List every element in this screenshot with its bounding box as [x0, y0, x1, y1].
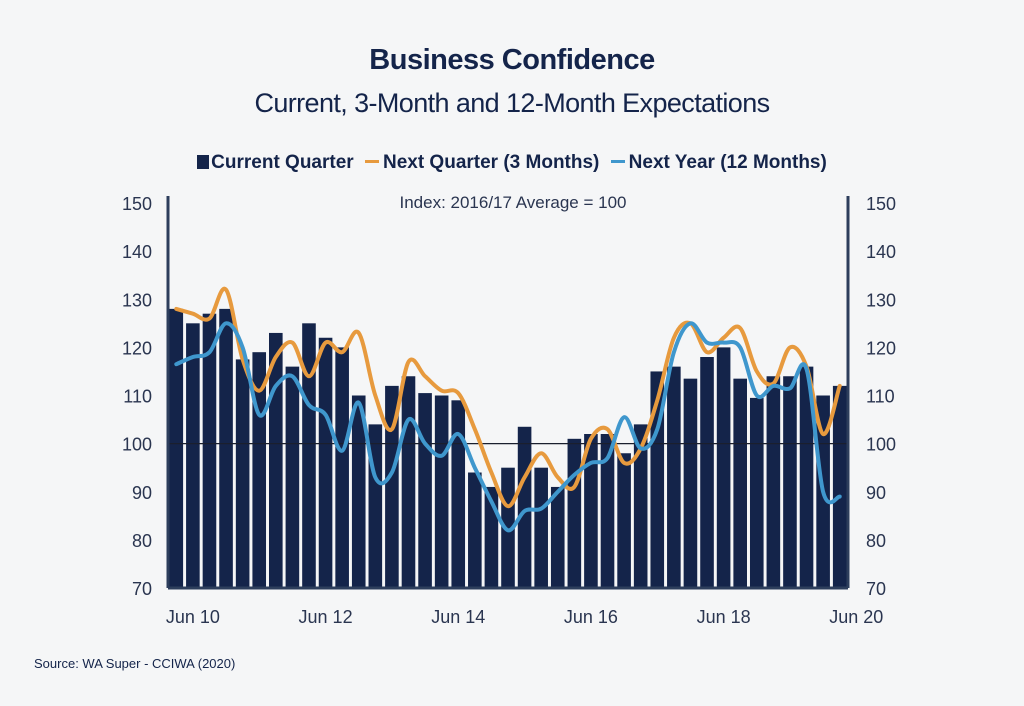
axes-layer: 70 70 80 80 90 90 100 100 110 110 120 120 130 130 140 1…: [122, 194, 896, 627]
bar-current-quarter: [633, 424, 648, 588]
index-annotation: Index: 2016/17 Average = 100: [399, 193, 626, 212]
bar-current-quarter: [235, 359, 250, 588]
bar-current-quarter: [318, 337, 333, 588]
chart-subtitle: Current, 3-Month and 12-Month Expectatio…: [254, 88, 770, 118]
bar-current-quarter: [716, 347, 731, 588]
bar-current-quarter: [186, 323, 200, 588]
bar-current-quarter: [567, 438, 582, 588]
bar-current-quarter: [385, 385, 399, 588]
bars-layer: [169, 308, 847, 588]
legend-item-next-year: Next Year (12 Months): [610, 152, 827, 174]
bar-current-quarter: [683, 378, 698, 588]
y-tick-label-right: 80: [866, 531, 886, 551]
bar-current-quarter: [418, 393, 432, 588]
bar-current-quarter: [335, 347, 349, 588]
y-tick-label-right: 70: [866, 579, 886, 599]
legend-label-next-quarter: Next Quarter (3 Months): [382, 152, 600, 173]
bar-current-quarter: [434, 395, 449, 588]
legend-swatch-next-year: [610, 160, 625, 163]
y-tick-label-right: 140: [866, 242, 896, 262]
bar-current-quarter: [650, 371, 665, 588]
bar-current-quarter: [468, 472, 482, 588]
y-tick-label-left: 70: [132, 579, 152, 599]
legend-swatch-bar: [197, 155, 210, 169]
bar-current-quarter: [169, 308, 184, 588]
legend-swatch-next-quarter: [364, 160, 379, 163]
y-tick-label-right: 130: [866, 290, 896, 310]
line-next-quarter: [174, 286, 842, 509]
bar-current-quarter: [584, 434, 598, 588]
lines-layer: [174, 286, 842, 533]
y-tick-label-left: 90: [132, 483, 152, 503]
bar-current-quarter: [766, 376, 781, 588]
x-tick-label: Jun 10: [166, 607, 220, 627]
y-tick-label-right: 150: [866, 194, 896, 214]
y-tick-label-left: 110: [123, 387, 152, 407]
bar-current-quarter: [749, 397, 764, 588]
x-tick-label: Jun 14: [431, 607, 485, 627]
y-tick-label-right: 120: [866, 338, 896, 358]
x-tick-label: Jun 20: [829, 607, 883, 627]
legend-item-next-quarter: Next Quarter (3 Months): [364, 152, 600, 174]
x-tick-label: Jun 16: [564, 607, 618, 627]
y-tick-label-left: 80: [132, 531, 152, 551]
y-tick-label-left: 130: [122, 290, 152, 310]
bar-current-quarter: [285, 366, 300, 588]
legend-label-current-quarter: Current Quarter: [211, 152, 354, 173]
bar-current-quarter: [517, 426, 532, 588]
y-tick-label-left: 150: [122, 194, 152, 214]
x-tick-label: Jun 12: [299, 607, 353, 627]
y-tick-label-left: 140: [122, 242, 152, 262]
source-note: Source: WA Super - CCIWA (2020): [34, 656, 236, 671]
bar-current-quarter: [550, 486, 565, 588]
bar-current-quarter: [799, 366, 814, 588]
bar-current-quarter: [501, 467, 515, 588]
bar-current-quarter: [451, 400, 466, 588]
bar-current-quarter: [600, 434, 615, 588]
bar-current-quarter: [617, 453, 631, 588]
bar-current-quarter: [401, 376, 416, 588]
bar-current-quarter: [832, 385, 847, 588]
bar-current-quarter: [783, 376, 797, 588]
y-tick-label-left: 120: [122, 338, 152, 358]
y-tick-label-right: 100: [866, 435, 896, 455]
x-tick-label: Jun 18: [697, 607, 751, 627]
y-tick-label-right: 90: [866, 483, 886, 503]
legend-item-current-quarter: Current Quarter: [197, 152, 354, 174]
bar-current-quarter: [202, 313, 217, 588]
legend-label-next-year: Next Year (12 Months): [628, 152, 827, 173]
bar-current-quarter: [733, 378, 747, 588]
y-tick-label-right: 110: [866, 387, 895, 407]
y-tick-label-left: 100: [122, 435, 152, 455]
legend: Current Quarter Next Quarter (3 Months) …: [0, 152, 1024, 174]
line-next-year: [174, 321, 842, 533]
bar-current-quarter: [700, 357, 714, 588]
bar-current-quarter: [219, 308, 233, 588]
chart-title: Business Confidence: [369, 44, 655, 76]
bar-current-quarter: [302, 323, 316, 588]
bar-current-quarter: [534, 467, 548, 588]
bar-current-quarter: [667, 366, 681, 588]
